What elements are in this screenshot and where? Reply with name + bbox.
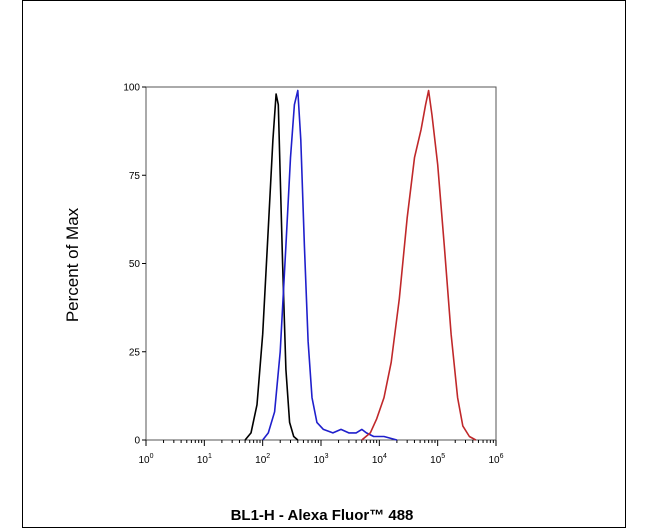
histogram-series-3: [361, 89, 477, 441]
histogram-series-1: [244, 93, 299, 441]
x-tick-label: 101: [197, 453, 212, 466]
y-tick-label: 25: [129, 347, 141, 358]
y-tick-label: 75: [129, 171, 141, 182]
x-tick-label: 106: [488, 453, 503, 466]
x-tick-label: 103: [313, 453, 328, 466]
x-tick-label: 102: [255, 453, 270, 466]
x-tick-label: 105: [430, 453, 445, 466]
y-tick-label: 100: [123, 83, 140, 94]
x-tick-label: 100: [138, 453, 153, 466]
x-tick-label: 104: [372, 453, 387, 466]
plot-border: [145, 86, 497, 441]
histogram-series-2: [262, 89, 398, 441]
x-axis-label: BL1-H - Alexa Fluor™ 488: [231, 507, 414, 524]
y-tick-label: 0: [134, 436, 140, 447]
y-axis-label: Percent of Max: [63, 207, 82, 322]
y-tick-label: 50: [129, 259, 141, 270]
